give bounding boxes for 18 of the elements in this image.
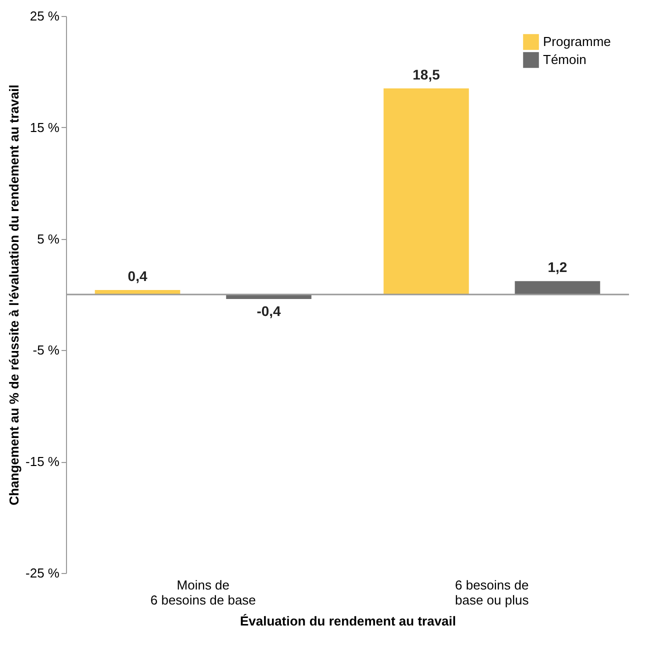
bar (384, 88, 469, 294)
x-tick-label: Moins de 6 besoins de base (150, 578, 256, 608)
data-label: 0,4 (128, 268, 148, 284)
y-tick-label: 25 % (30, 8, 60, 24)
y-tick-label: -15 % (26, 454, 60, 470)
y-tick-label: 5 % (37, 231, 60, 246)
x-tick-label: 6 besoins de base ou plus (454, 578, 530, 608)
y-tick-label: 15 % (30, 120, 60, 135)
data-label: 1,2 (548, 259, 568, 276)
data-label: 18,5 (412, 66, 440, 82)
data-label: -0,4 (256, 302, 282, 319)
legend-label: Témoin (543, 52, 586, 67)
bar (514, 281, 600, 294)
x-axis-title: Évaluation du rendement au travail (240, 614, 456, 628)
y-axis-title: Changement au % de réussite à l'évaluation du rendement au travail (6, 84, 22, 506)
y-tick-label: -5 % (32, 342, 60, 358)
legend-label: Programme (543, 34, 611, 49)
y-tick-label: -25 % (26, 566, 60, 580)
